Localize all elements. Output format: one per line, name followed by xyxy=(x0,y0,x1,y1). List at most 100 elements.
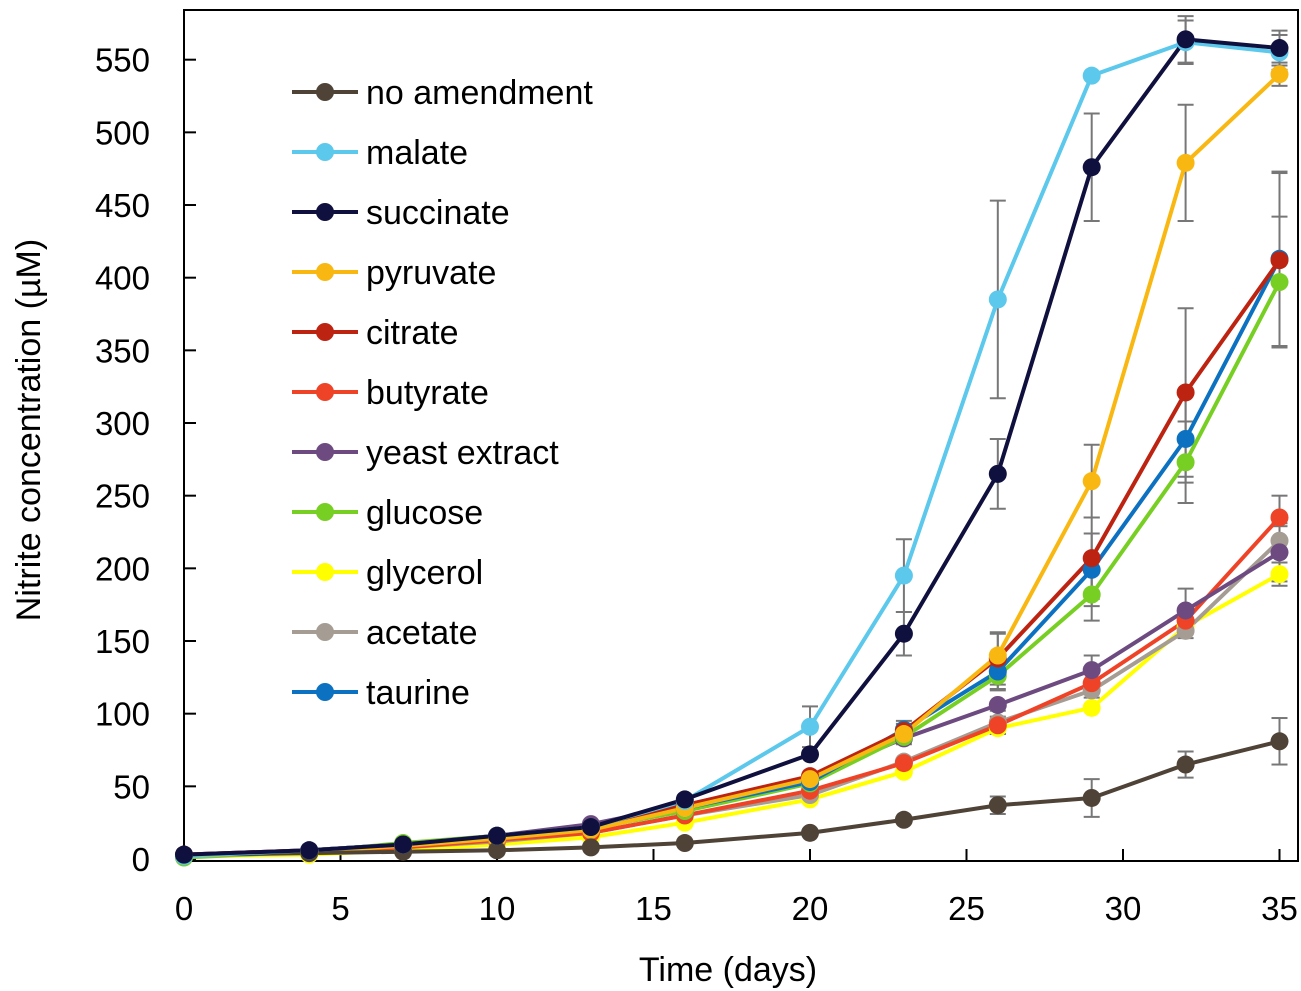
data-point-citrate xyxy=(1270,251,1289,270)
data-point-glucose xyxy=(1082,585,1101,604)
data-point-succinate xyxy=(988,464,1007,483)
x-tick-label: 15 xyxy=(635,890,672,927)
series-line-pyruvate xyxy=(183,72,1281,859)
legend-marker xyxy=(316,83,334,101)
legend-label: glycerol xyxy=(366,554,483,592)
data-point-pyruvate xyxy=(894,725,913,744)
data-point-no-amendment xyxy=(1270,732,1289,751)
legend-marker xyxy=(316,623,334,641)
legend-marker xyxy=(316,203,334,221)
legend-label: succinate xyxy=(366,194,510,232)
data-point-yeast-extract xyxy=(1270,543,1289,562)
data-point-glycerol xyxy=(1270,565,1289,584)
series-line-succinate xyxy=(183,37,1280,857)
y-tick-label: 50 xyxy=(113,768,150,805)
data-point-malate xyxy=(988,290,1007,309)
data-point-citrate xyxy=(1176,383,1195,402)
data-point-pyruvate xyxy=(1176,153,1195,172)
data-point-succinate xyxy=(300,841,319,860)
legend-label: citrate xyxy=(366,314,459,352)
x-tick-label: 20 xyxy=(792,890,829,927)
x-tick-label: 25 xyxy=(948,890,985,927)
legend-marker xyxy=(316,683,334,701)
data-point-glucose xyxy=(1176,453,1195,472)
y-axis: 0 50 100 150 200 250 300 350 400 450 500 550 xyxy=(95,42,196,878)
data-point-no-amendment xyxy=(1176,755,1195,774)
data-point-no-amendment xyxy=(1082,788,1101,807)
legend-label: pyruvate xyxy=(366,254,496,292)
legend-label: acetate xyxy=(366,614,478,652)
y-tick-label: 150 xyxy=(95,623,150,660)
series-line-citrate xyxy=(183,259,1282,857)
data-point-no-amendment xyxy=(581,838,600,857)
data-point-citrate xyxy=(1082,549,1101,568)
series-line-glycerol xyxy=(183,572,1281,859)
data-point-butyrate xyxy=(988,716,1007,735)
y-tick-label: 400 xyxy=(95,260,150,297)
data-point-butyrate xyxy=(1270,508,1289,527)
y-tick-label: 550 xyxy=(95,42,150,79)
series-points xyxy=(175,30,1289,867)
data-point-succinate xyxy=(1176,30,1195,49)
y-tick-label: 500 xyxy=(95,114,150,151)
data-point-no-amendment xyxy=(801,823,819,842)
x-tick-label: 10 xyxy=(479,890,516,927)
x-axis-title: Time (days) xyxy=(639,951,817,989)
data-point-succinate xyxy=(1082,158,1101,177)
x-tick-label: 5 xyxy=(331,890,349,927)
legend-label: no amendment xyxy=(366,74,593,112)
data-point-succinate xyxy=(894,624,913,643)
series-line-malate xyxy=(183,40,1280,859)
x-tick-label: 35 xyxy=(1261,890,1298,927)
data-point-no-amendment xyxy=(488,841,506,860)
data-point-succinate xyxy=(488,826,506,845)
legend-label: taurine xyxy=(366,674,470,712)
data-point-malate xyxy=(801,717,819,736)
x-tick-label: 30 xyxy=(1105,890,1142,927)
y-tick-label: 0 xyxy=(132,841,150,878)
legend-label: yeast extract xyxy=(366,434,559,472)
data-point-succinate xyxy=(1270,39,1289,58)
data-point-succinate xyxy=(581,818,600,837)
data-point-malate xyxy=(894,566,913,585)
y-tick-label: 100 xyxy=(95,696,150,733)
y-tick-label: 200 xyxy=(95,550,150,587)
data-point-butyrate xyxy=(1082,674,1101,693)
legend-marker xyxy=(316,443,334,461)
series-line-taurine xyxy=(183,257,1282,859)
data-point-pyruvate xyxy=(988,646,1007,665)
legend: no amendment malate succinate pyruvate citra… xyxy=(292,74,593,712)
series-line-no-amendment xyxy=(183,739,1280,857)
data-point-yeast-extract xyxy=(1082,661,1101,680)
data-point-malate xyxy=(1082,66,1101,85)
data-point-pyruvate xyxy=(801,770,819,789)
data-point-no-amendment xyxy=(675,834,694,853)
legend-marker xyxy=(316,563,334,581)
data-point-pyruvate xyxy=(1270,65,1289,84)
y-tick-label: 250 xyxy=(95,478,150,515)
data-point-glucose xyxy=(1270,273,1289,292)
legend-marker xyxy=(316,263,334,281)
legend-marker xyxy=(316,143,334,161)
legend-label: malate xyxy=(366,134,468,172)
data-point-succinate xyxy=(175,845,193,864)
data-point-butyrate xyxy=(894,754,913,773)
legend-marker xyxy=(316,383,334,401)
y-axis-title: Nitrite concentration (µM) xyxy=(10,239,48,621)
data-point-pyruvate xyxy=(1082,472,1101,491)
x-tick-label: 0 xyxy=(175,890,193,927)
y-tick-label: 450 xyxy=(95,187,150,224)
series-lines xyxy=(183,37,1282,860)
data-point-yeast-extract xyxy=(988,695,1007,714)
data-point-no-amendment xyxy=(894,810,913,829)
legend-label: glucose xyxy=(366,494,483,532)
legend-label: butyrate xyxy=(366,374,489,412)
plot-frame xyxy=(183,9,1299,862)
data-point-no-amendment xyxy=(988,796,1007,815)
series-line-acetate xyxy=(183,539,1281,859)
data-point-taurine xyxy=(988,662,1007,681)
data-point-succinate xyxy=(675,790,694,809)
y-tick-label: 350 xyxy=(95,332,150,369)
legend-marker xyxy=(316,323,334,341)
